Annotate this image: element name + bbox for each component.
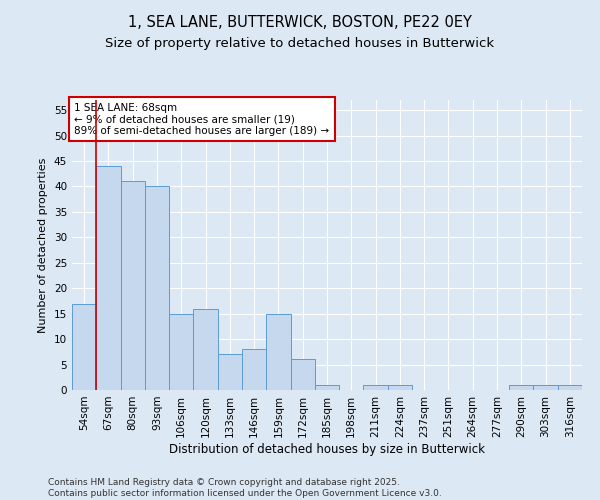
Bar [364, 385, 388, 390]
Bar [193, 308, 218, 390]
Bar [218, 354, 242, 390]
Bar [558, 385, 582, 390]
Bar [290, 360, 315, 390]
Text: 1 SEA LANE: 68sqm
← 9% of detached houses are smaller (19)
89% of semi-detached : 1 SEA LANE: 68sqm ← 9% of detached house… [74, 102, 329, 136]
Bar [315, 385, 339, 390]
Text: 1, SEA LANE, BUTTERWICK, BOSTON, PE22 0EY: 1, SEA LANE, BUTTERWICK, BOSTON, PE22 0E… [128, 15, 472, 30]
Text: Contains HM Land Registry data © Crown copyright and database right 2025.
Contai: Contains HM Land Registry data © Crown c… [48, 478, 442, 498]
Bar [388, 385, 412, 390]
Bar [145, 186, 169, 390]
Bar [72, 304, 96, 390]
Bar [169, 314, 193, 390]
Text: Size of property relative to detached houses in Butterwick: Size of property relative to detached ho… [106, 38, 494, 51]
Bar [242, 350, 266, 390]
Y-axis label: Number of detached properties: Number of detached properties [38, 158, 49, 332]
Bar [121, 182, 145, 390]
Bar [96, 166, 121, 390]
Bar [509, 385, 533, 390]
X-axis label: Distribution of detached houses by size in Butterwick: Distribution of detached houses by size … [169, 442, 485, 456]
Bar [266, 314, 290, 390]
Bar [533, 385, 558, 390]
